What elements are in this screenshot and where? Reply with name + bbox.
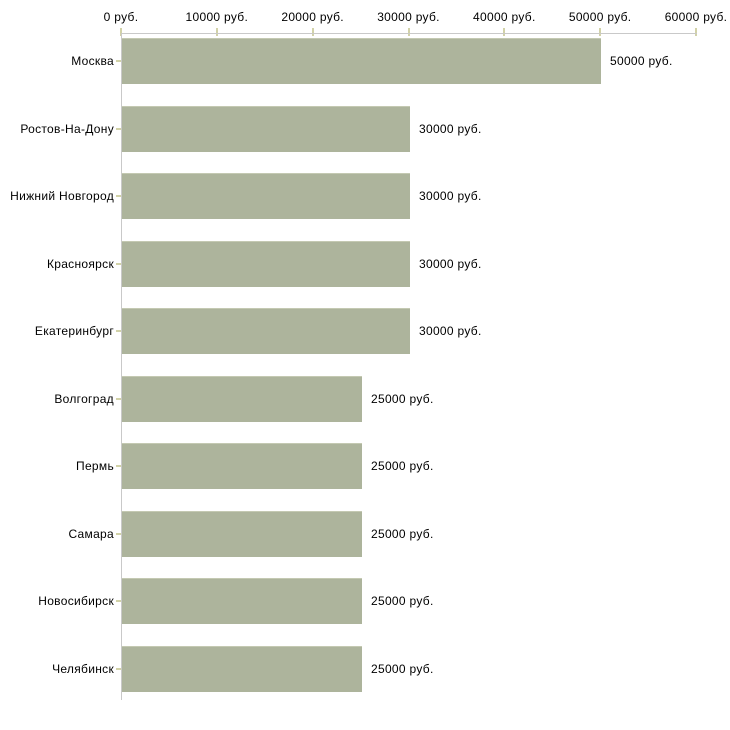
category-tick-mark bbox=[116, 127, 121, 130]
bar-row: Пермь 25000 руб. bbox=[0, 443, 730, 489]
bar bbox=[122, 443, 362, 489]
value-label: 25000 руб. bbox=[371, 391, 434, 406]
bar-row: Москва 50000 руб. bbox=[0, 38, 730, 84]
x-axis-tick-mark bbox=[120, 28, 122, 36]
x-axis-tick-mark bbox=[407, 28, 410, 36]
value-label: 25000 руб. bbox=[371, 594, 434, 608]
x-axis-line bbox=[121, 33, 697, 34]
category-label: Самара bbox=[68, 526, 114, 541]
bar-row: Нижний Новгород 30000 руб. bbox=[0, 173, 730, 219]
x-axis-tick-mark bbox=[215, 28, 218, 36]
bar-row: Новосибирск 25000 руб. bbox=[0, 578, 730, 624]
value-label: 30000 руб. bbox=[419, 324, 482, 338]
x-axis-tick-label: 10000 руб. bbox=[185, 10, 249, 24]
category-label: Волгоград bbox=[54, 391, 114, 406]
category-label: Челябинск bbox=[52, 661, 114, 676]
bar-row: Самара 25000 руб. bbox=[0, 510, 730, 557]
category-tick-mark bbox=[116, 532, 121, 535]
value-label: 30000 руб. bbox=[419, 121, 482, 136]
x-axis-tick-mark bbox=[503, 28, 506, 36]
value-label: 25000 руб. bbox=[371, 526, 434, 541]
x-axis-tick-label: 50000 руб. bbox=[568, 10, 632, 24]
category-label: Ростов-На-Дону bbox=[20, 121, 114, 136]
category-tick-mark bbox=[116, 465, 121, 467]
value-label: 25000 руб. bbox=[371, 661, 434, 676]
value-label: 30000 руб. bbox=[419, 256, 482, 271]
bar bbox=[122, 173, 410, 219]
x-axis-tick-label: 20000 руб. bbox=[281, 10, 344, 24]
x-axis-tick-mark bbox=[311, 28, 314, 36]
category-tick-mark bbox=[116, 60, 121, 62]
category-tick-mark bbox=[116, 195, 121, 197]
value-label: 30000 руб. bbox=[419, 189, 482, 203]
x-axis-tick-label: 40000 руб. bbox=[473, 10, 536, 24]
category-label: Красноярск bbox=[46, 256, 114, 271]
bar bbox=[122, 375, 362, 422]
category-tick-mark bbox=[116, 262, 121, 265]
x-axis-tick-label: 30000 руб. bbox=[377, 10, 440, 24]
bar-row: Волгоград 25000 руб. bbox=[0, 375, 730, 422]
bar bbox=[122, 38, 601, 84]
bar bbox=[122, 578, 362, 624]
bar-row: Челябинск 25000 руб. bbox=[0, 645, 730, 692]
y-axis-line bbox=[121, 33, 122, 700]
category-tick-mark bbox=[116, 330, 121, 332]
category-label: Екатеринбург bbox=[34, 324, 114, 338]
category-tick-mark bbox=[116, 600, 121, 602]
category-tick-mark bbox=[116, 397, 121, 400]
value-label: 25000 руб. bbox=[371, 459, 434, 473]
x-axis-tick-label: 60000 руб. bbox=[664, 10, 728, 24]
category-label: Пермь bbox=[76, 459, 114, 473]
bar bbox=[122, 645, 362, 692]
category-label: Москва bbox=[71, 54, 114, 68]
bar-row: Ростов-На-Дону 30000 руб. bbox=[0, 105, 730, 152]
x-axis-tick-mark bbox=[599, 28, 602, 36]
value-label: 50000 руб. bbox=[610, 54, 673, 68]
bar-row: Екатеринбург 30000 руб. bbox=[0, 308, 730, 354]
bar bbox=[122, 105, 410, 152]
bar bbox=[122, 510, 362, 557]
bar bbox=[122, 308, 410, 354]
bar-row: Красноярск 30000 руб. bbox=[0, 240, 730, 287]
category-label: Нижний Новгород bbox=[10, 189, 114, 203]
x-axis-tick-label: 0 руб. bbox=[103, 10, 139, 24]
category-label: Новосибирск bbox=[38, 594, 114, 608]
bar bbox=[122, 240, 410, 287]
x-axis-tick-mark bbox=[695, 28, 697, 36]
category-tick-mark bbox=[116, 667, 121, 670]
